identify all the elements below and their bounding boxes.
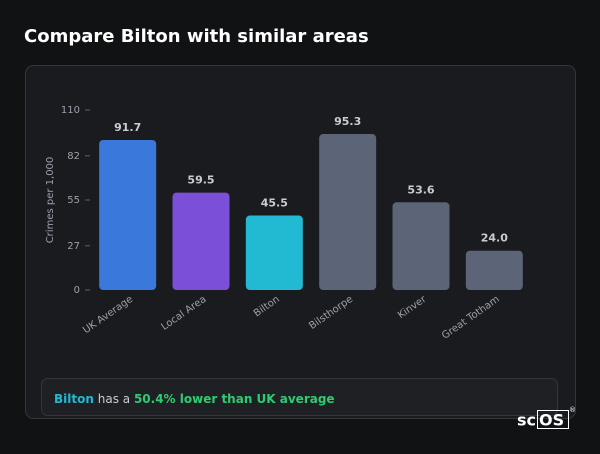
bar — [172, 192, 230, 290]
value-label: 45.5 — [261, 197, 288, 210]
callout-text: Bilton has a 50.4% lower than UK average — [54, 392, 335, 406]
value-label: 59.5 — [187, 174, 214, 187]
y-tick-label: 0 — [74, 285, 80, 296]
callout-highlight: 50.4% lower than UK average — [134, 392, 335, 406]
y-tick-label: 55 — [67, 195, 80, 206]
callout-area: Bilton — [54, 392, 94, 406]
value-label: 53.6 — [407, 183, 434, 196]
chart-title: Compare Bilton with similar areas — [24, 26, 369, 47]
y-tick-label: 110 — [61, 105, 80, 116]
bar — [465, 250, 523, 290]
bar — [319, 134, 377, 290]
value-label: 95.3 — [334, 115, 361, 128]
callout-phrase: has a — [98, 392, 130, 406]
value-label: 24.0 — [481, 232, 508, 245]
bar — [99, 139, 157, 290]
bar — [245, 215, 303, 290]
logo-box — [537, 410, 569, 429]
logo-mark: ® — [569, 406, 576, 414]
logo-prefix: sc — [517, 411, 536, 430]
callout-box — [41, 378, 558, 416]
bar — [392, 202, 450, 290]
logo-boxed: OS — [539, 411, 564, 430]
y-tick-label: 27 — [67, 241, 80, 252]
y-tick-label: 82 — [67, 151, 80, 162]
y-axis-label: Crimes per 1,000 — [45, 157, 56, 244]
value-label: 91.7 — [114, 121, 141, 134]
